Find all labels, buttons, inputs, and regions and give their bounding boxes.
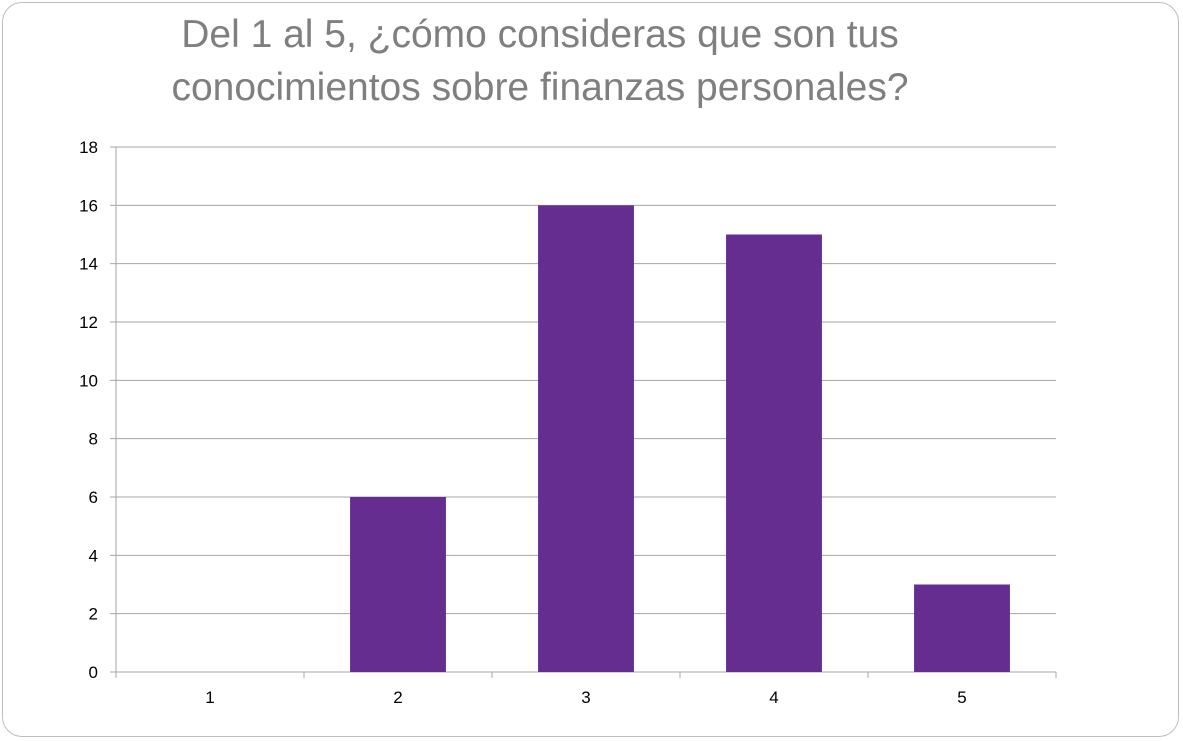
x-tick-label: 5 <box>957 688 966 707</box>
y-tick-label: 12 <box>79 313 98 332</box>
bar-4 <box>726 234 822 672</box>
y-tick-label: 0 <box>89 663 98 682</box>
x-tick-label: 3 <box>581 688 590 707</box>
x-tick-label: 2 <box>393 688 402 707</box>
bar-5 <box>914 584 1010 672</box>
y-tick-label: 8 <box>89 430 98 449</box>
x-tick-label: 4 <box>769 688 778 707</box>
chart-title-line-1: Del 1 al 5, ¿cómo consideras que son tus <box>181 13 899 56</box>
y-tick-label: 6 <box>89 488 98 507</box>
chart-title-line-2: conocimientos sobre finanzas personales? <box>171 66 909 109</box>
y-tick-label: 2 <box>89 605 98 624</box>
chart-title: Del 1 al 5, ¿cómo consideras que son tus… <box>100 8 980 114</box>
x-tick-label: 1 <box>205 688 214 707</box>
y-tick-label: 14 <box>79 255 98 274</box>
bar-3 <box>538 205 634 673</box>
y-tick-label: 10 <box>79 371 98 390</box>
y-tick-label: 16 <box>79 196 98 215</box>
bar-2 <box>350 497 446 672</box>
y-tick-label: 18 <box>79 138 98 157</box>
y-tick-label: 4 <box>89 546 98 565</box>
